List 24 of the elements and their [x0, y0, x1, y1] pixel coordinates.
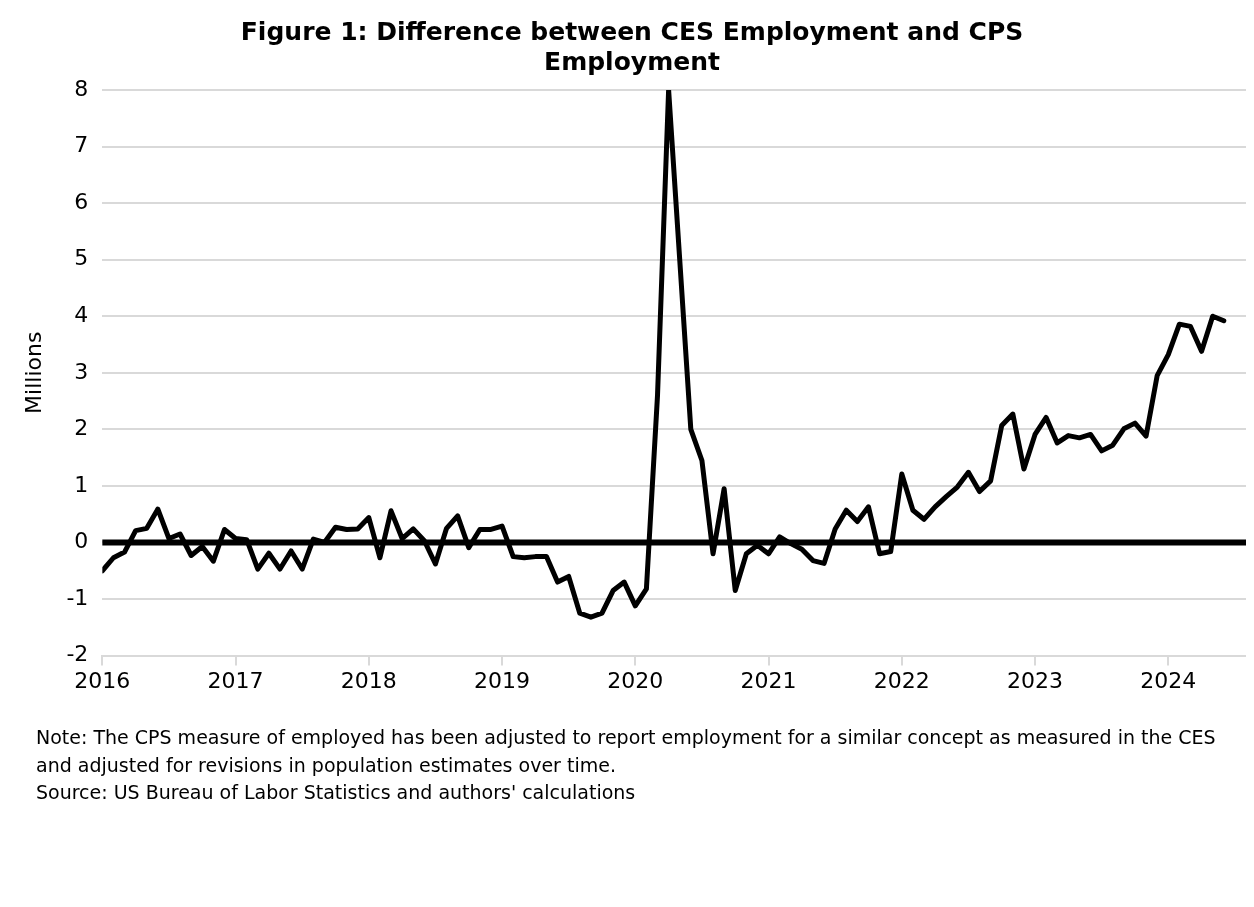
x-tick-label: 2016 — [74, 667, 131, 693]
y-tick-label: -2 — [66, 641, 89, 667]
y-tick-label: 2 — [74, 415, 89, 441]
x-tick-label: 2023 — [1007, 667, 1064, 693]
y-tick-label: 6 — [74, 188, 89, 214]
y-tick-label: 8 — [74, 75, 89, 101]
y-tick-label: -1 — [66, 584, 89, 610]
y-axis-title: Millions — [20, 331, 46, 414]
chart-title: Figure 1: Difference between CES Employment and CPS Employment — [240, 16, 1024, 76]
x-tick-label: 2018 — [340, 667, 397, 693]
y-tick-label: 4 — [74, 301, 89, 327]
x-tick-label: 2019 — [474, 667, 531, 693]
x-tick-label: 2017 — [207, 667, 264, 693]
y-tick-label: 5 — [74, 245, 89, 271]
y-tick-label: 3 — [74, 358, 89, 384]
y-tick-label: 0 — [74, 528, 89, 554]
text: Note: The CPS measure of employed has been adjusted to report employment for a similar concept as measured in the CES and adjusted for revisions in population estimates over time. — [36, 725, 1217, 778]
y-tick-label: 1 — [74, 471, 89, 497]
source-note: Source: US Bureau of Labor Statistics and authors' calculations — [36, 780, 637, 806]
x-tick-label: 2022 — [873, 667, 930, 693]
x-tick-label: 2020 — [607, 667, 664, 693]
x-tick-label: 2024 — [1140, 667, 1197, 693]
y-tick-label: 7 — [74, 132, 89, 158]
x-tick-label: 2021 — [740, 667, 797, 693]
